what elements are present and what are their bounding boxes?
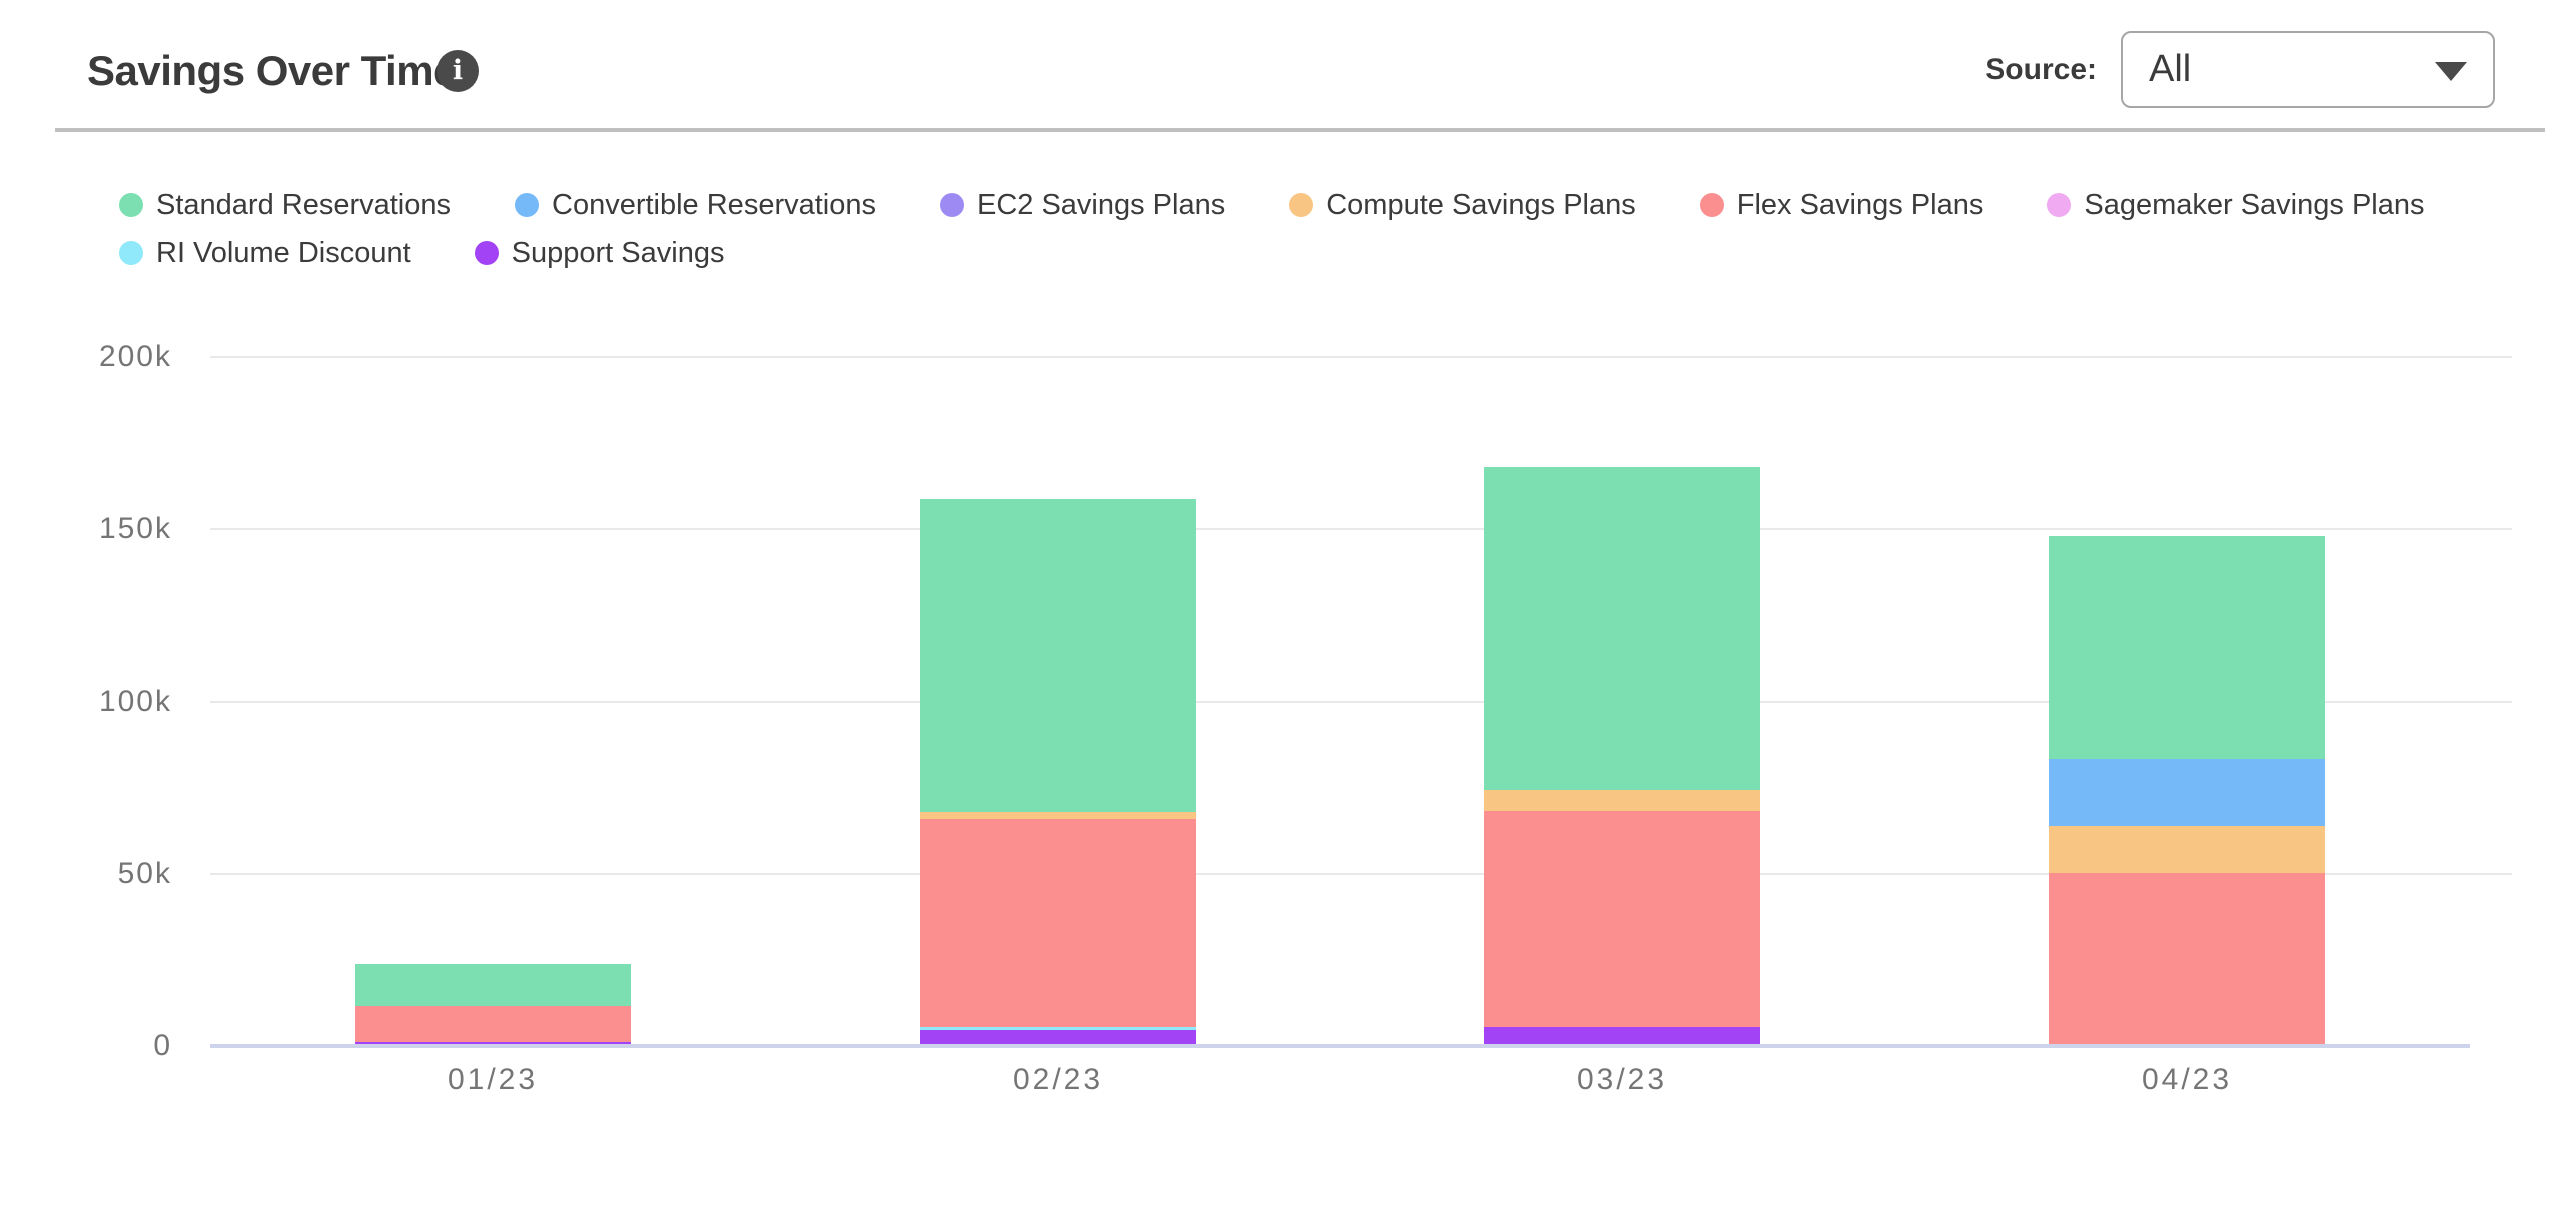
bar-segment-02-23-support-savings[interactable] — [920, 1030, 1196, 1044]
legend-item-ri-volume-discount[interactable]: RI Volume Discount — [119, 229, 411, 277]
legend-label: Convertible Reservations — [552, 188, 876, 221]
legend-dot-icon — [119, 241, 143, 265]
source-select[interactable]: All — [2121, 31, 2495, 108]
bar-segment-01-23-standard-reservations[interactable] — [355, 964, 631, 1006]
source-label: Source: — [1985, 53, 2097, 86]
legend-item-flex-savings-plans[interactable]: Flex Savings Plans — [1699, 181, 1984, 229]
legend-item-convertible-reservations[interactable]: Convertible Reservations — [515, 181, 876, 229]
x-axis-tick-04-23: 04/23 — [2141, 1063, 2233, 1096]
bar-segment-02-23-flex-savings-plans[interactable] — [920, 819, 1196, 1028]
gridline-50k — [210, 872, 2512, 875]
bar-segment-02-23-ri-volume-discount[interactable] — [920, 1027, 1196, 1031]
bar-segment-03-23-support-savings[interactable] — [1484, 1027, 1760, 1044]
legend-item-ec2-savings-plans[interactable]: EC2 Savings Plans — [939, 181, 1226, 229]
bar-segment-03-23-compute-savings-plans[interactable] — [1484, 789, 1760, 811]
legend-dot-icon — [1699, 193, 1724, 217]
bar-03-23[interactable] — [1484, 466, 1760, 1044]
x-axis-line — [210, 1044, 2470, 1048]
chevron-down-icon — [2435, 62, 2467, 81]
y-axis-tick-0: 0 — [153, 1029, 172, 1062]
gridline-200k — [210, 356, 2512, 358]
y-axis-tick-200k: 200k — [98, 340, 172, 373]
legend-dot-icon — [2047, 193, 2072, 217]
bar-02-23[interactable] — [920, 499, 1196, 1044]
legend-label: Flex Savings Plans — [1736, 188, 1984, 221]
y-axis-tick-100k: 100k — [98, 684, 172, 718]
gridline-150k — [210, 528, 2512, 531]
bar-segment-04-23-convertible-reservations[interactable] — [2049, 758, 2325, 826]
bar-04-23[interactable] — [2049, 536, 2325, 1044]
legend-item-standard-reservations[interactable]: Standard Reservations — [119, 181, 451, 229]
bar-segment-04-23-standard-reservations[interactable] — [2049, 536, 2325, 759]
bar-segment-03-23-flex-savings-plans[interactable] — [1484, 810, 1760, 1028]
legend-dot-icon — [474, 241, 499, 265]
info-icon[interactable]: i — [437, 50, 479, 92]
bar-segment-02-23-compute-savings-plans[interactable] — [920, 811, 1196, 820]
legend-dot-icon — [119, 193, 143, 217]
gridline-100k — [210, 700, 2512, 703]
bar-segment-04-23-flex-savings-plans[interactable] — [2049, 872, 2325, 1044]
legend-dot-icon — [939, 193, 964, 217]
legend-label: RI Volume Discount — [156, 236, 411, 269]
x-axis-tick-02-23: 02/23 — [1012, 1063, 1104, 1096]
bar-01-23[interactable] — [355, 964, 631, 1044]
bar-segment-01-23-flex-savings-plans[interactable] — [355, 1005, 631, 1042]
legend-item-sagemaker-savings-plans[interactable]: Sagemaker Savings Plans — [2047, 181, 2425, 229]
legend-label: Sagemaker Savings Plans — [2084, 188, 2425, 221]
legend-label: Compute Savings Plans — [1326, 188, 1636, 221]
legend-dot-icon — [1289, 193, 1314, 217]
legend-item-compute-savings-plans[interactable]: Compute Savings Plans — [1289, 181, 1636, 229]
bar-segment-03-23-standard-reservations[interactable] — [1484, 466, 1760, 790]
source-select-value: All — [2149, 48, 2192, 90]
x-axis-tick-03-23: 03/23 — [1576, 1063, 1668, 1096]
page-title: Savings Over Time — [87, 47, 456, 94]
chart-legend: Standard Reservations Convertible Reserva… — [119, 181, 2479, 277]
bar-segment-04-23-compute-savings-plans[interactable] — [2049, 825, 2325, 873]
bar-segment-02-23-standard-reservations[interactable] — [920, 499, 1196, 812]
y-axis-tick-150k: 150k — [98, 512, 172, 546]
x-axis-tick-01-23: 01/23 — [447, 1063, 539, 1096]
header-divider — [55, 128, 2545, 132]
legend-label: Support Savings — [511, 236, 725, 269]
y-axis-tick-50k: 50k — [117, 856, 172, 890]
legend-label: EC2 Savings Plans — [976, 188, 1226, 221]
legend-item-support-savings[interactable]: Support Savings — [474, 229, 725, 277]
legend-label: Standard Reservations — [156, 188, 451, 221]
bar-segment-01-23-support-savings[interactable] — [355, 1041, 631, 1044]
legend-dot-icon — [515, 193, 539, 217]
